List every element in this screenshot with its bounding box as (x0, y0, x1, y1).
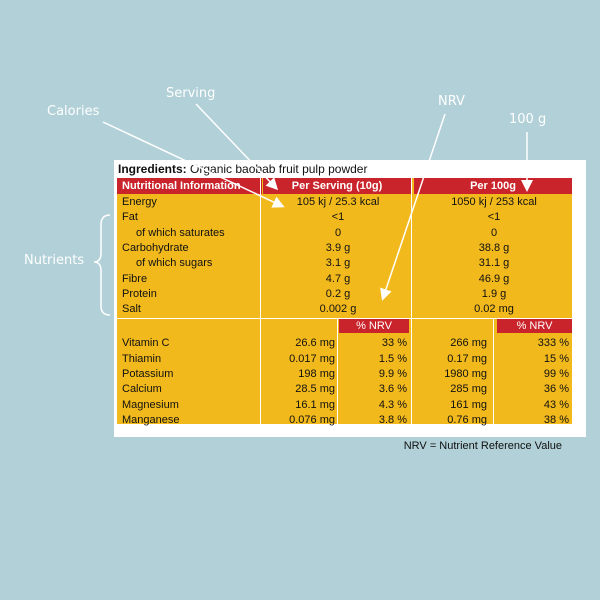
mineral-per100g-value: 1980 mg (444, 368, 487, 380)
mineral-name: Calcium (122, 383, 162, 396)
column-divider (337, 319, 338, 424)
header-per-100g: Per 100g (414, 178, 572, 194)
mineral-serving-nrv: 9.9 % (378, 368, 407, 380)
mineral-per100g-value: 0.76 mg (447, 413, 487, 426)
nutrient-per100g-value: 46.9 g (478, 272, 510, 285)
ingredients-line: Ingredients: Organic baobab fruit pulp p… (118, 162, 367, 176)
mineral-per100g-nrv: 36 % (543, 383, 569, 396)
ingredients-label: Ingredients: (118, 162, 187, 176)
mineral-per100g-nrv: 43 % (543, 398, 569, 411)
mineral-per100g-nrv: 38 % (543, 413, 569, 426)
mineral-name: Vitamin C (122, 337, 170, 350)
nutrient-name: Salt (122, 303, 141, 316)
nutrient-serving-value: 0 (334, 226, 342, 239)
serving-nrv-header: % NRV (339, 319, 409, 334)
nutrient-name: Fat (122, 211, 138, 224)
mineral-per100g-value: 266 mg (450, 337, 487, 350)
header-per-serving: Per Serving (10g) (263, 178, 411, 194)
mineral-serving-nrv: 1.5 % (378, 352, 407, 365)
ingredients-text: Organic baobab fruit pulp powder (190, 162, 368, 176)
nutrient-name: Protein (122, 287, 157, 300)
nutrient-per100g-value: <1 (487, 211, 501, 224)
mineral-name: Manganese (122, 413, 180, 426)
mineral-serving-value: 28.5 mg (295, 383, 335, 396)
mineral-serving-value: 0.076 mg (289, 413, 335, 426)
nutrition-table: Nutritional Information Per Serving (10g… (117, 178, 572, 452)
mineral-serving-nrv: 3.8 % (378, 413, 407, 426)
column-divider (411, 178, 412, 424)
nutrient-name: of which saturates (136, 226, 225, 239)
nutrient-per100g-value: 0 (490, 226, 498, 239)
serving-annotation: Serving (166, 86, 216, 101)
nutrient-serving-value: 105 kj / 25.3 kcal (296, 196, 380, 208)
nutrient-serving-value: <1 (331, 211, 345, 224)
nutrient-per100g-value: 0.02 mg (474, 303, 514, 316)
nrv-annotation: NRV (438, 94, 465, 109)
mineral-name: Thiamin (122, 352, 162, 365)
column-divider (493, 319, 494, 424)
nutrient-serving-value: 3.1 g (325, 257, 351, 270)
mineral-per100g-value: 161 mg (450, 398, 487, 411)
nrv-footnote: NRV = Nutrient Reference Value (403, 440, 562, 452)
mineral-per100g-value: 0.17 mg (447, 352, 487, 365)
nutrients-annotation: Nutrients (24, 253, 85, 268)
mineral-serving-nrv: 4.3 % (378, 398, 407, 411)
nutrient-serving-value: 3.9 g (325, 241, 351, 254)
nutrient-per100g-value: 38.8 g (478, 241, 510, 254)
calories-annotation: Calories (47, 104, 100, 119)
nutrient-serving-value: 4.7 g (325, 272, 351, 285)
mineral-serving-nrv: 3.6 % (378, 383, 407, 396)
mineral-per100g-nrv: 15 % (543, 352, 569, 365)
mineral-per100g-nrv: 99 % (543, 368, 569, 380)
section-divider (117, 318, 572, 320)
mineral-serving-value: 26.6 mg (295, 337, 335, 350)
mineral-per100g-value: 285 mg (450, 383, 487, 396)
mineral-name: Magnesium (122, 398, 179, 411)
nutrient-name: Fibre (122, 272, 148, 285)
nutrient-per100g-value: 1050 kj / 253 kcal (451, 196, 537, 208)
nutrient-name: Energy (122, 196, 157, 208)
nutrient-serving-value: 0.2 g (325, 287, 351, 300)
mineral-per100g-nrv: 333 % (537, 337, 569, 350)
mineral-serving-value: 198 mg (298, 368, 335, 380)
per100g-nrv-header: % NRV (497, 319, 572, 334)
mineral-serving-value: 16.1 mg (295, 398, 335, 411)
nutrient-per100g-value: 1.9 g (481, 287, 507, 300)
nutrient-name: Carbohydrate (122, 241, 189, 254)
nutrition-label-card: Ingredients: Organic baobab fruit pulp p… (114, 160, 586, 452)
mineral-serving-value: 0.017 mg (289, 352, 335, 365)
nutrient-serving-value: 0.002 g (319, 303, 357, 316)
per-100g-annotation: 100 g (509, 112, 547, 127)
nutrient-name: of which sugars (136, 257, 213, 270)
header-nutritional-information: Nutritional Information (117, 178, 262, 194)
mineral-serving-nrv: 33 % (381, 337, 407, 350)
nutrients-brace (93, 214, 111, 316)
nutrient-per100g-value: 31.1 g (478, 257, 510, 270)
mineral-name: Potassium (122, 368, 174, 380)
column-divider (260, 178, 261, 424)
